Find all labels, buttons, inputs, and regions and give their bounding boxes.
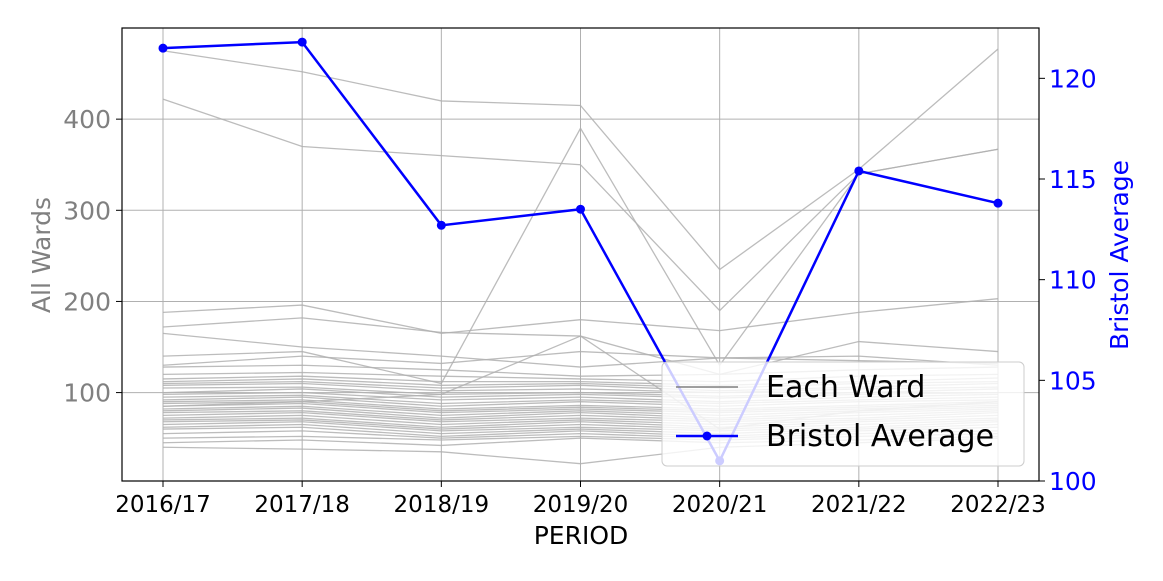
left-tick-label: 400	[63, 105, 111, 134]
ward-line	[162, 298, 999, 334]
ward-line	[162, 350, 999, 366]
x-tick-label: 2016/17	[115, 492, 211, 518]
x-tick-label: 2018/19	[394, 492, 490, 518]
left-tick-label: 300	[63, 196, 111, 225]
x-tick-label: 2019/20	[533, 492, 629, 518]
x-axis-ticks: 2016/17 2017/18 2018/19 2019/20 2020/21 2021/…	[115, 481, 1046, 518]
average-point	[297, 37, 307, 47]
grid	[122, 28, 1039, 481]
x-tick-label: 2017/18	[254, 492, 350, 518]
x-tick-label: 2021/22	[811, 492, 907, 518]
left-tick-label: 200	[63, 287, 111, 316]
x-tick-label: 2022/23	[950, 492, 1046, 518]
left-axis-label: All Wards	[27, 197, 56, 313]
right-axis-label: Bristol Average	[1105, 160, 1134, 350]
right-tick-label: 100	[1049, 467, 1097, 496]
legend-box	[661, 361, 1025, 467]
legend-ward-label: Each Ward	[766, 370, 925, 405]
legend-average-label: Bristol Average	[766, 419, 994, 454]
right-axis-ticks: 100 105 110 115 120	[1039, 64, 1097, 496]
left-axis-ticks: 100 200 300 400	[63, 105, 122, 408]
right-tick-label: 110	[1049, 266, 1097, 295]
average-point	[576, 204, 585, 214]
average-point	[854, 166, 864, 176]
x-axis-label: PERIOD	[534, 521, 629, 550]
left-tick-label: 100	[63, 379, 111, 408]
x-tick-label: 2020/21	[672, 492, 768, 518]
ward-line	[162, 332, 999, 368]
legend-average-marker	[702, 431, 712, 441]
average-point	[993, 198, 1003, 208]
right-tick-label: 120	[1049, 64, 1097, 93]
right-tick-label: 105	[1049, 366, 1097, 395]
average-point	[436, 220, 446, 230]
right-tick-label: 115	[1049, 165, 1097, 194]
legend: Each Ward Bristol Average	[661, 361, 1025, 467]
average-point	[158, 43, 168, 53]
